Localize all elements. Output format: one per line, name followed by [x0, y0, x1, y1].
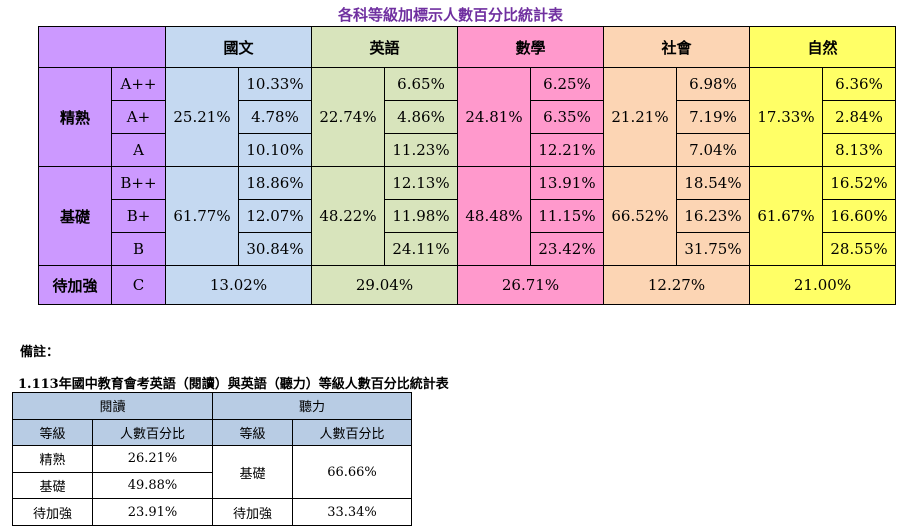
weak-value: 26.71%	[457, 265, 604, 305]
group-total: 24.81%	[457, 67, 531, 167]
level-value: 18.86%	[238, 166, 312, 200]
level: A++	[111, 67, 166, 101]
small-table: 閱讀 聽力 等級 人數百分比 等級 人數百分比 精熟 26.21% 基礎 66.66% 基礎 4…	[12, 392, 412, 526]
level-value: 16.23%	[676, 199, 750, 233]
level-value: 24.11%	[384, 232, 458, 266]
title: 各科等級加標示人數百分比統計表	[337, 6, 563, 24]
weak-value: 29.04%	[311, 265, 458, 305]
level-value: 30.84%	[238, 232, 312, 266]
level-value: 11.23%	[384, 133, 458, 167]
level-value: 6.25%	[530, 67, 604, 101]
level-value: 2.84%	[822, 100, 896, 134]
level-value: 7.19%	[676, 100, 750, 134]
row: 精熟 A++ 25.21% 10.33% 22.74% 6.65% 24.81% 6.25% 2…	[38, 67, 896, 167]
weak-value: 21.00%	[749, 265, 896, 305]
level-value: 11.98%	[384, 199, 458, 233]
cell: 精熟	[12, 445, 93, 473]
level-value: 23.42%	[530, 232, 604, 266]
weak-value: 12.27%	[603, 265, 750, 305]
level-value: 10.10%	[238, 133, 312, 167]
group-total: 22.74%	[311, 67, 385, 167]
header: 閱讀	[12, 392, 213, 420]
level-value: 16.52%	[822, 166, 896, 200]
level-value: 11.15%	[530, 199, 604, 233]
level-value: 6.98%	[676, 67, 750, 101]
corner	[38, 26, 166, 68]
level-value: 12.21%	[530, 133, 604, 167]
group-total: 48.48%	[457, 166, 531, 266]
group-label: 待加強	[38, 265, 112, 305]
group-total: 48.22%	[311, 166, 385, 266]
header: 聽力	[212, 392, 412, 420]
level: B++	[111, 166, 166, 200]
group-total: 61.77%	[165, 166, 239, 266]
level-value: 4.86%	[384, 100, 458, 134]
cell: 基礎	[12, 471, 93, 500]
group-label: 精熟	[38, 67, 112, 167]
row: 國文 英語 數學 社會 自然	[38, 26, 896, 68]
level-value: 12.13%	[384, 166, 458, 200]
subheader: 等級	[12, 418, 93, 447]
subject-header: 數學	[457, 26, 604, 68]
level-value: 4.78%	[238, 100, 312, 134]
subject-header: 英語	[311, 26, 458, 68]
group-total: 61.67%	[749, 166, 823, 266]
group-total: 25.21%	[165, 67, 239, 167]
note-item-title: 1.113年國中教育會考英語（閱讀）與英語（聽力）等級人數百分比統計表	[18, 377, 449, 392]
subheader: 等級	[212, 418, 293, 447]
row: B 30.84% 24.11% 23.42% 31.75% 28.55%	[39, 232, 896, 266]
subject-header: 自然	[749, 26, 896, 68]
level: B+	[111, 199, 166, 233]
level: C	[111, 265, 166, 305]
cell: 33.34%	[292, 498, 412, 526]
row: 基礎 B++ 61.77% 18.86% 48.22% 12.13% 48.48% 13.91…	[38, 166, 896, 266]
level-value: 13.91%	[530, 166, 604, 200]
cell: 66.66%	[292, 445, 412, 500]
level-value: 12.07%	[238, 199, 312, 233]
cell: 待加強	[12, 498, 93, 526]
subject-header: 社會	[603, 26, 750, 68]
level-value: 6.35%	[530, 100, 604, 134]
cell: 23.91%	[92, 498, 213, 526]
level: A	[111, 133, 166, 167]
level-value: 16.60%	[822, 199, 896, 233]
level-value: 6.65%	[384, 67, 458, 101]
group-total: 17.33%	[749, 67, 823, 167]
cell: 26.21%	[92, 445, 213, 473]
subheader: 人數百分比	[92, 418, 213, 447]
group-total: 66.52%	[603, 166, 677, 266]
level-value: 6.36%	[822, 67, 896, 101]
level-value: 31.75%	[676, 232, 750, 266]
row: A+ 4.78% 4.86% 6.35% 7.19% 2.84%	[39, 100, 896, 134]
subject-header: 國文	[165, 26, 312, 68]
cell: 待加強	[212, 498, 293, 526]
level-value: 28.55%	[822, 232, 896, 266]
level-value: 7.04%	[676, 133, 750, 167]
level-value: 10.33%	[238, 67, 312, 101]
level-value: 8.13%	[822, 133, 896, 167]
main-table: 國文 英語 數學 社會 自然 精熟 A++ 25.21% 10.33% 22.74% 6.65% 24…	[38, 26, 896, 305]
level-value: 18.54%	[676, 166, 750, 200]
note-heading: 備註：	[20, 345, 60, 360]
row: 待加強 C 13.02% 29.04% 26.71% 12.27% 21.00%	[38, 265, 896, 305]
cell: 49.88%	[92, 471, 213, 500]
subheader: 人數百分比	[292, 418, 412, 447]
group-label: 基礎	[38, 166, 112, 266]
level: B	[111, 232, 166, 266]
weak-value: 13.02%	[165, 265, 312, 305]
group-total: 21.21%	[603, 67, 677, 167]
level: A+	[111, 100, 166, 134]
cell: 基礎	[212, 445, 293, 500]
